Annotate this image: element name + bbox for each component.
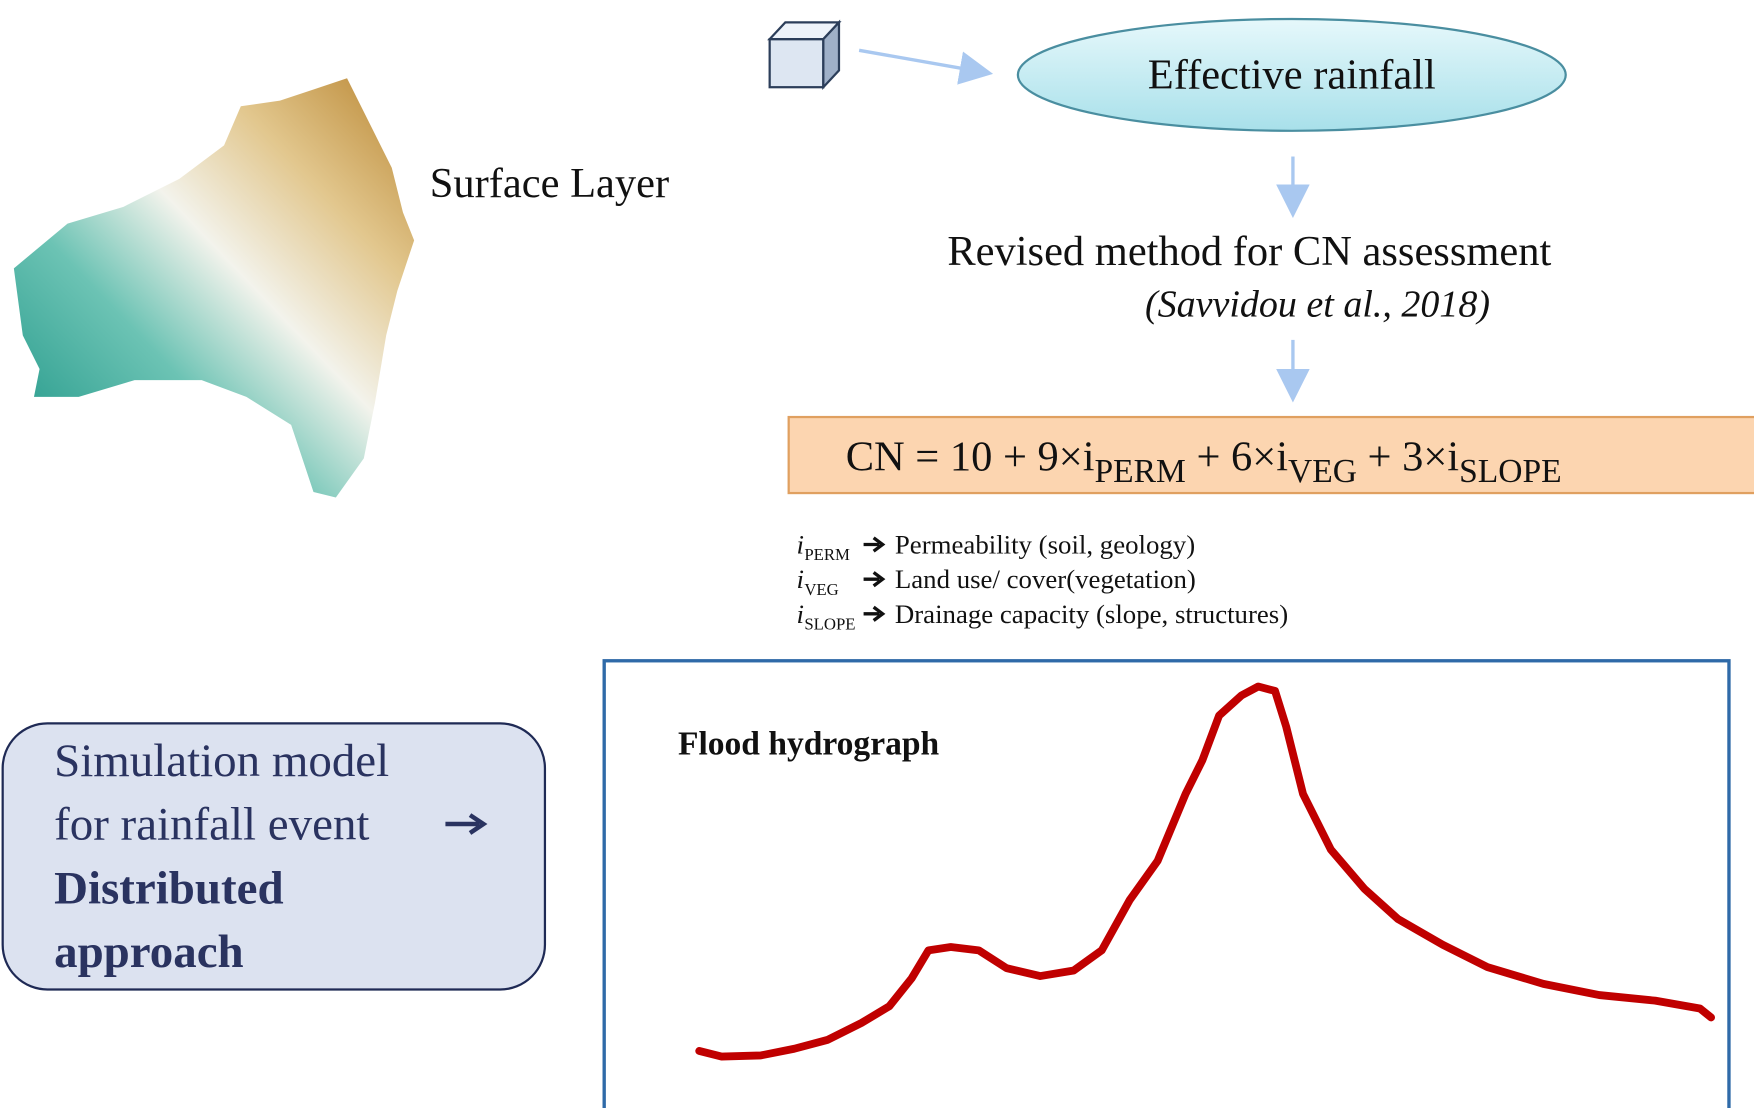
- legend-subscript: SLOPE: [804, 614, 855, 633]
- legend-symbol: i: [796, 529, 803, 559]
- simulation-text: for rainfall event: [54, 799, 369, 851]
- legend-symbol: i: [796, 599, 803, 629]
- legend-subscript: PERM: [804, 545, 850, 564]
- effective-rainfall-label: Effective rainfall: [1148, 51, 1436, 98]
- formula-subscript: PERM: [1095, 453, 1186, 490]
- method-citation: (Savvidou et al., 2018): [1145, 283, 1490, 325]
- arrow: [859, 50, 980, 71]
- legend-arrow: [864, 572, 883, 585]
- simulation-text: Simulation model: [54, 735, 389, 787]
- diagram: Surface Layer Effective rainfall Revised…: [0, 0, 1754, 1108]
- watershed-map: [14, 78, 414, 497]
- page: {"surface_layer": {"label": "Surface Lay…: [0, 0, 1754, 1108]
- legend-subscript: VEG: [804, 580, 838, 599]
- legend-text: Drainage capacity (slope, structures): [895, 599, 1288, 629]
- hydrograph-title: Flood hydrograph: [678, 726, 940, 763]
- method-title: Revised method for CN assessment: [947, 228, 1551, 275]
- formula-subscript: VEG: [1288, 453, 1357, 490]
- formula-part: + 3×i: [1357, 434, 1459, 481]
- formula-part: + 6×i: [1186, 434, 1288, 481]
- cube-icon: [770, 22, 839, 87]
- legend-arrow: [864, 607, 883, 620]
- legend-text: Permeability (soil, geology): [895, 529, 1195, 559]
- legend-symbol: i: [796, 564, 803, 594]
- simulation-text: approach: [54, 926, 244, 978]
- simulation-text: Distributed: [54, 862, 283, 914]
- legend-text: Land use/ cover(vegetation): [895, 564, 1196, 594]
- formula-subscript: SLOPE: [1459, 453, 1561, 490]
- legend-arrow: [864, 538, 883, 551]
- surface-layer-label: Surface Layer: [430, 160, 669, 207]
- formula-part: CN = 10 + 9×i: [846, 434, 1095, 481]
